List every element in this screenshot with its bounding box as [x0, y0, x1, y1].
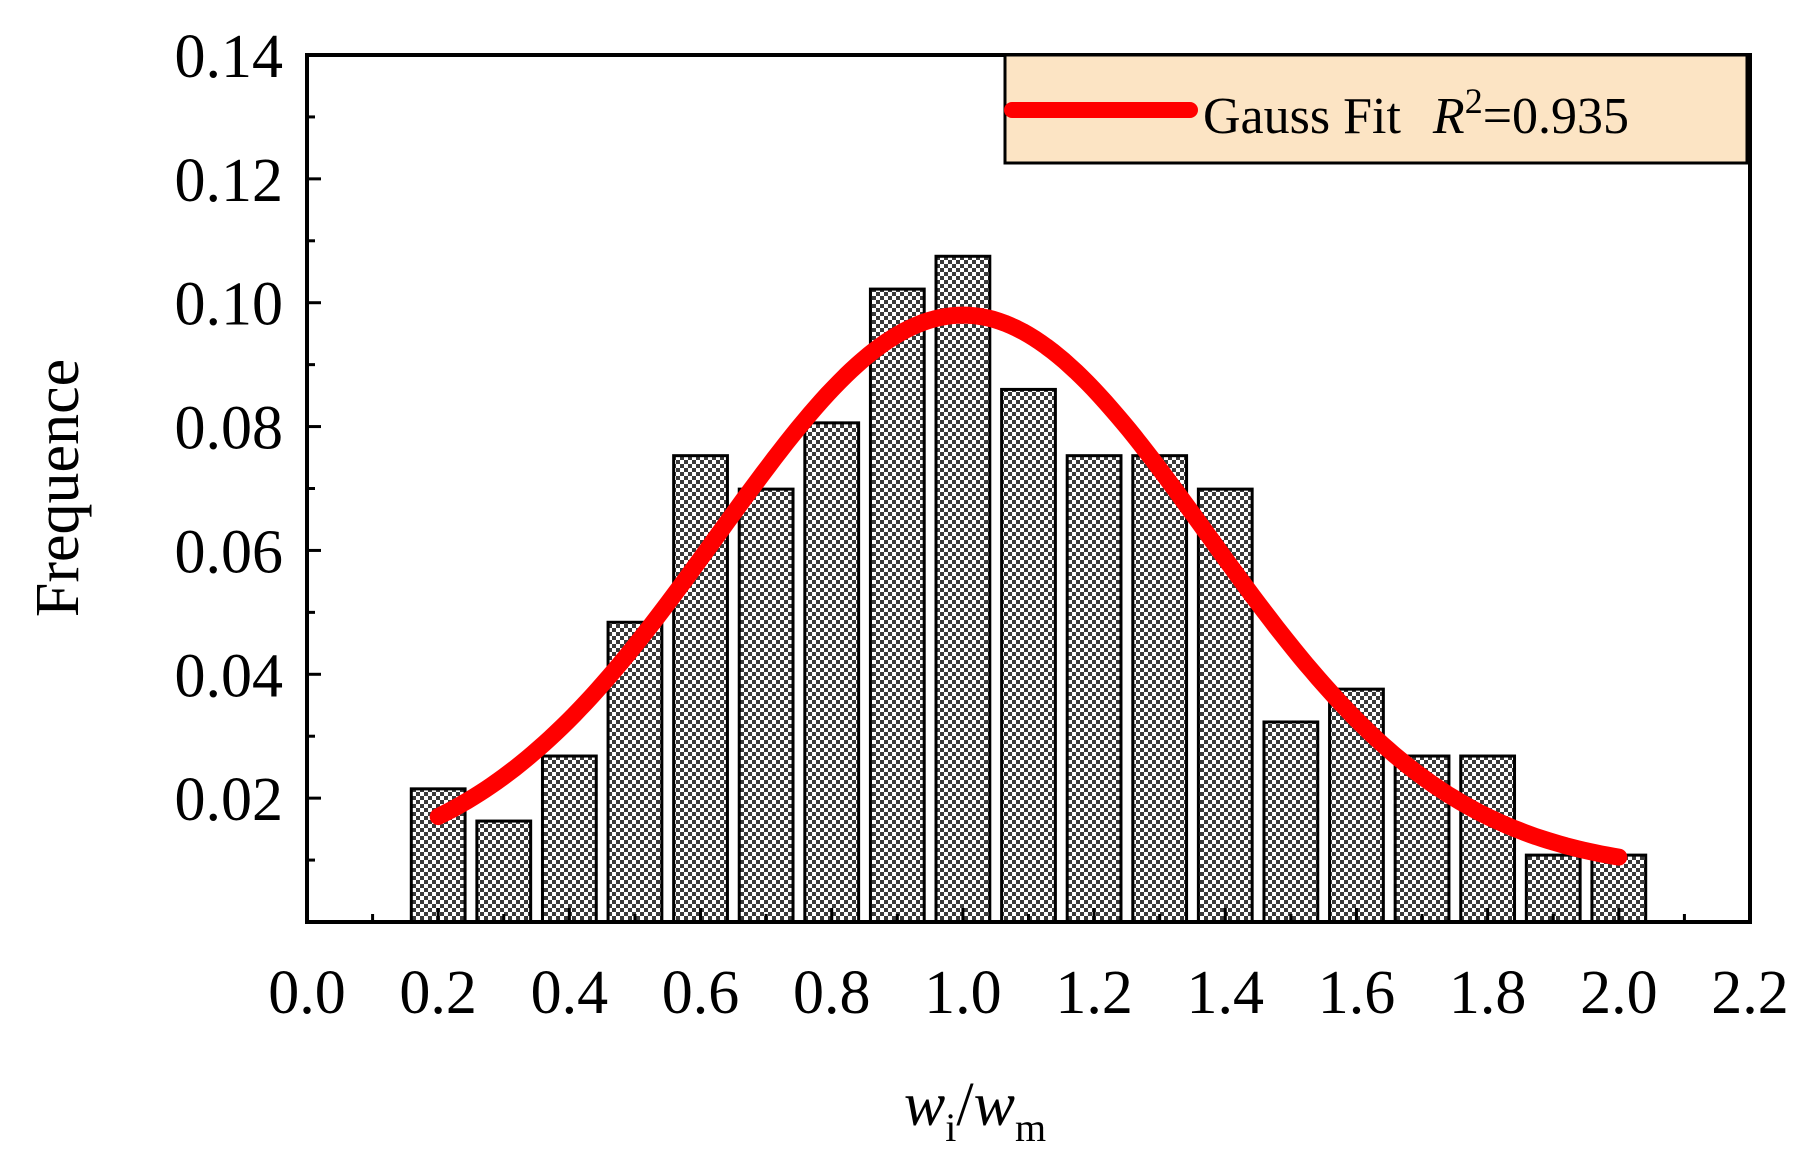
y-tick-label: 0.06 [175, 518, 284, 586]
gauss-fit-curve [429, 306, 1628, 866]
histogram-bar [1131, 454, 1189, 924]
x-tick-label: 0.2 [399, 959, 477, 1027]
x-axis-title-sub-m: m [1015, 1105, 1046, 1150]
y-tick-label: 0.14 [175, 23, 284, 91]
x-axis-title-w2: w [974, 1071, 1015, 1139]
y-tick-label: 0.04 [175, 642, 284, 710]
y-axis-title: Frequence [24, 359, 92, 617]
histogram-bar [540, 754, 598, 924]
x-axis-ticks: 0.0 0.2 0.4 0.6 0.8 1.0 1.2 1.4 1.6 1.8 2.0 2.2 [268, 908, 1789, 1027]
x-tick-label: 2.0 [1580, 959, 1658, 1027]
x-axis-title-sub-i: i [945, 1105, 956, 1150]
histogram-bar [1524, 853, 1582, 924]
x-tick-label: 0.0 [268, 959, 346, 1027]
histogram-bar [1196, 487, 1254, 924]
x-tick-label: 1.6 [1318, 959, 1396, 1027]
histogram-bar [475, 819, 533, 924]
x-tick-label: 0.6 [662, 959, 740, 1027]
y-tick-label: 0.12 [175, 147, 284, 215]
legend-r2-exponent: 2 [1465, 81, 1483, 121]
legend-label: Gauss Fit R2=0.935 [1203, 81, 1629, 145]
y-axis-ticks: 0.02 0.04 0.06 0.08 0.10 0.12 0.14 [175, 23, 321, 862]
histogram-bar [737, 487, 795, 924]
x-axis-title-slash: / [956, 1071, 974, 1139]
histogram-bar [1065, 454, 1123, 924]
x-tick-label: 1.0 [924, 959, 1002, 1027]
x-tick-label: 0.8 [793, 959, 871, 1027]
x-tick-label: 0.4 [531, 959, 609, 1027]
x-tick-label: 1.8 [1449, 959, 1527, 1027]
x-tick-label: 1.4 [1187, 959, 1265, 1027]
x-axis-title: wi/wm [904, 1071, 1046, 1150]
x-tick-label: 2.2 [1711, 959, 1789, 1027]
histogram-bar [803, 421, 861, 924]
histogram-bar [868, 287, 926, 924]
histogram-bar [1000, 387, 1057, 924]
x-tick-label: 1.2 [1055, 959, 1133, 1027]
legend-r2-value: =0.935 [1483, 88, 1629, 145]
histogram-bar [934, 254, 992, 924]
y-tick-label: 0.02 [175, 766, 284, 834]
histogram-bar [1262, 720, 1320, 924]
gauss-fit-curve-group [429, 306, 1628, 866]
y-tick-label: 0.08 [175, 395, 284, 463]
x-axis-title-w: w [904, 1071, 945, 1139]
histogram-bar [1459, 754, 1517, 924]
legend: Gauss Fit R2=0.935 [1003, 53, 1749, 165]
y-tick-label: 0.10 [175, 271, 284, 339]
legend-fit-name: Gauss Fit [1203, 88, 1401, 145]
histogram-bars [409, 254, 1648, 924]
legend-r2-symbol: R [1432, 88, 1465, 145]
